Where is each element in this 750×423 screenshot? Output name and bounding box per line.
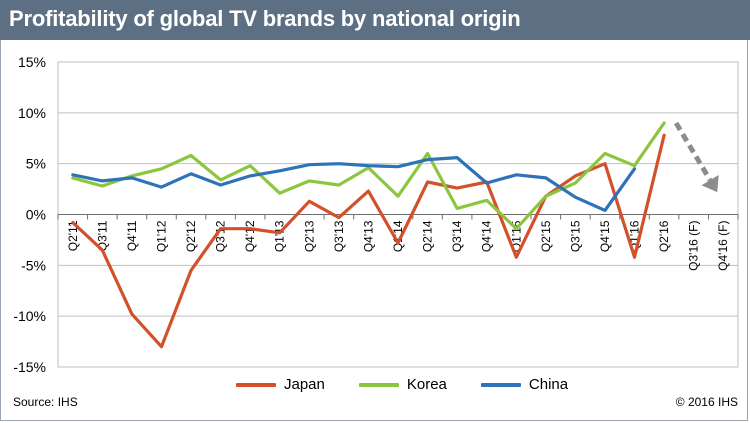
x-tick-label: Q4'11 — [125, 220, 139, 251]
x-tick-label: Q1'14 — [391, 220, 405, 252]
x-tick-label: Q4'15 — [598, 220, 612, 252]
forecast-arrow-head — [701, 175, 719, 193]
x-tick-label: Q4'13 — [361, 220, 375, 252]
x-tick-label: Q4'12 — [243, 220, 257, 252]
line-chart: 15% 10% 5% 0% -5% -10% -15% Q2'11 Q3'11 Q4'11 Q1'1… — [13, 54, 739, 375]
copyright-note: © 2016 IHS — [675, 395, 738, 409]
legend-label-japan: Japan — [284, 376, 325, 393]
series-line-japan — [71, 133, 666, 349]
title-bar: Profitability of global TV brands by nat… — [0, 0, 750, 40]
x-tick-label: Q3'13 — [332, 220, 346, 252]
legend-item-japan: Japan — [236, 376, 325, 393]
legend-label-china: China — [528, 376, 569, 393]
x-tick-label: Q3'11 — [95, 220, 109, 251]
x-tick-label: Q2'15 — [539, 220, 553, 252]
source-note: Source: IHS — [13, 395, 78, 409]
legend-swatch-china — [480, 382, 521, 387]
y-tick-label: 15% — [18, 54, 46, 70]
series-line-korea — [71, 121, 666, 231]
chart-title: Profitability of global TV brands by nat… — [9, 6, 521, 31]
x-tick-label: Q2'14 — [421, 220, 435, 252]
y-tick-label: 5% — [26, 156, 46, 172]
legend: Japan Korea China — [236, 376, 602, 393]
x-tick-label: Q2'16 — [657, 220, 671, 252]
x-tick-label: Q3'14 — [450, 220, 464, 252]
legend-swatch-japan — [236, 382, 276, 387]
x-tick-label: Q3'15 — [568, 220, 582, 252]
x-tick-label: Q2'11 — [66, 220, 80, 251]
x-tick-label: Q2'12 — [184, 220, 198, 252]
series-line-china — [71, 156, 637, 212]
y-tick-label: -10% — [13, 308, 46, 324]
x-tick-label: Q1'13 — [273, 220, 287, 252]
legend-swatch-korea — [358, 382, 399, 387]
forecast-arrow-shaft — [673, 121, 713, 182]
x-tick-label: Q1'12 — [154, 220, 168, 252]
y-tick-label: -15% — [13, 359, 46, 375]
y-tick-label: 10% — [18, 105, 46, 121]
x-tick-label: Q4'14 — [480, 220, 494, 252]
x-tick-label: Q2'13 — [302, 220, 316, 252]
x-tick-label: Q4'16 (F) — [716, 221, 730, 271]
legend-item-china: China — [480, 376, 569, 393]
y-tick-label: 0% — [26, 207, 46, 223]
x-tick-label: Q3'16 (F) — [687, 221, 701, 271]
y-tick-label: -5% — [21, 257, 46, 273]
legend-item-korea: Korea — [358, 376, 447, 393]
chart-frame — [0, 40, 748, 421]
legend-label-korea: Korea — [406, 376, 447, 393]
